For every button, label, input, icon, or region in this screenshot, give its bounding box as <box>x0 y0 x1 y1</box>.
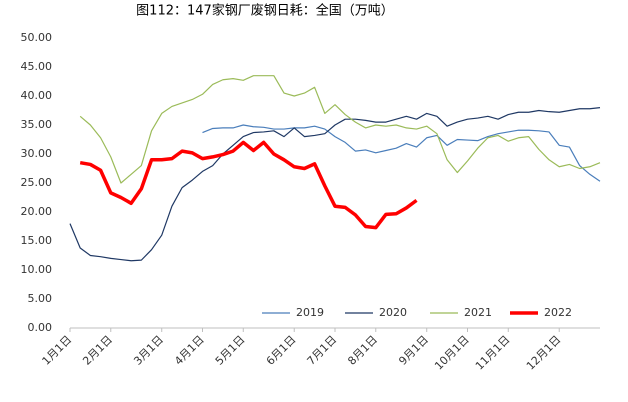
series-line <box>79 140 418 230</box>
x-tick-label: 8月1日 <box>345 333 380 368</box>
legend-label: 2021 <box>464 306 492 319</box>
x-tick-label: 7月1日 <box>305 333 340 368</box>
legend-label: 2022 <box>544 306 572 319</box>
x-tick-label: 4月1日 <box>172 333 207 368</box>
y-tick-label: 5.00 <box>28 292 53 305</box>
y-tick-label: 30.00 <box>21 147 53 160</box>
y-tick-label: 15.00 <box>21 234 53 247</box>
legend-label: 2019 <box>296 306 324 319</box>
x-tick-label: 11月1日 <box>473 333 513 373</box>
y-tick-label: 40.00 <box>21 89 53 102</box>
series-line <box>79 75 601 184</box>
y-tick-label: 35.00 <box>21 118 53 131</box>
x-tick-label: 5月1日 <box>213 333 248 368</box>
x-tick-label: 3月1日 <box>131 333 166 368</box>
y-tick-label: 45.00 <box>21 60 53 73</box>
chart-title: 图112：147家钢厂废钢日耗：全国（万吨） <box>136 3 394 19</box>
legend-label: 2020 <box>379 306 407 319</box>
x-tick-label: 9月1日 <box>396 333 431 368</box>
series-line <box>69 107 601 262</box>
x-tick-label: 6月1日 <box>264 333 299 368</box>
y-tick-label: 20.00 <box>21 205 53 218</box>
y-tick-label: 0.00 <box>28 321 53 334</box>
x-tick-label: 2月1日 <box>80 333 115 368</box>
y-tick-label: 50.00 <box>21 31 53 44</box>
x-tick-label: 1月1日 <box>40 333 75 368</box>
x-tick-label: 12月1日 <box>524 333 564 373</box>
y-tick-label: 10.00 <box>21 263 53 276</box>
y-tick-label: 25.00 <box>21 176 53 189</box>
series-line <box>202 124 601 182</box>
x-tick-label: 10月1日 <box>432 333 472 373</box>
